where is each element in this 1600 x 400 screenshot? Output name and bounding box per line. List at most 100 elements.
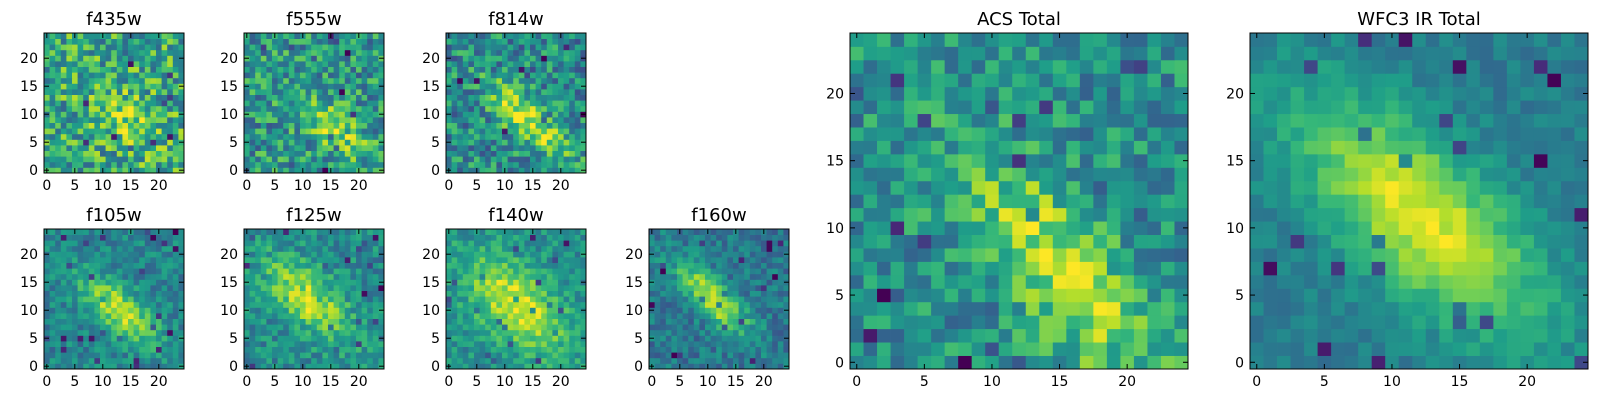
heatmap-cell: [322, 313, 329, 319]
heatmap-cell: [260, 89, 267, 95]
heatmap-cell: [116, 279, 123, 286]
heatmap-cell: [457, 150, 464, 157]
heatmap-cell: [372, 229, 379, 235]
heatmap-cell: [144, 72, 151, 79]
heatmap-cell: [139, 324, 146, 331]
heatmap-cell: [744, 257, 751, 263]
heatmap-cell: [244, 262, 250, 269]
heatmap-cell: [44, 156, 50, 163]
heatmap-cell: [558, 100, 564, 107]
heatmap-cell: [552, 33, 559, 39]
heatmap-cell: [474, 128, 480, 135]
heatmap-cell: [490, 234, 497, 241]
heatmap-cell: [710, 245, 717, 252]
heatmap-cell: [660, 363, 667, 370]
heatmap-cell: [917, 234, 932, 249]
heatmap-cell: [654, 357, 661, 364]
heatmap-cell: [766, 234, 773, 241]
heatmap-cell: [128, 234, 134, 241]
heatmap-cell: [558, 240, 564, 247]
heatmap-cell: [333, 100, 340, 107]
heatmap-cell: [457, 318, 464, 325]
heatmap-cell: [705, 257, 711, 263]
heatmap-cell: [772, 251, 779, 258]
heatmap-cell: [474, 44, 480, 51]
heatmap-cell: [361, 61, 368, 67]
heatmap-cell: [72, 240, 78, 247]
heatmap-cell: [283, 77, 290, 84]
heatmap-cell: [167, 268, 174, 275]
heatmap-cell: [316, 329, 323, 336]
heatmap-cell: [339, 318, 346, 325]
heatmap-cell: [116, 318, 123, 325]
heatmap-cell: [490, 111, 497, 118]
heatmap-cell: [100, 279, 106, 286]
heatmap-cell: [530, 100, 536, 107]
heatmap-cell: [485, 83, 492, 90]
heatmap-cell: [294, 329, 301, 336]
heatmap-cell: [502, 94, 508, 101]
heatmap-cell: [479, 33, 486, 39]
heatmap-cell: [541, 167, 548, 174]
heatmap-cell: [1079, 288, 1094, 303]
heatmap-cell: [546, 33, 553, 39]
heatmap-cell: [479, 66, 486, 73]
heatmap-cell: [524, 257, 531, 263]
heatmap-cell: [1039, 167, 1054, 182]
heatmap-cell: [541, 234, 548, 241]
heatmap-cell: [255, 352, 262, 359]
heatmap-cell: [322, 296, 329, 303]
heatmap-cell: [738, 346, 745, 353]
heatmap-cell: [507, 296, 514, 303]
heatmap-cell: [60, 245, 67, 252]
heatmap-cell: [552, 167, 559, 174]
heatmap-cell: [654, 352, 661, 359]
heatmap-cell: [356, 44, 362, 51]
heatmap-cell: [479, 245, 486, 252]
heatmap-cell: [361, 341, 368, 347]
heatmap-cell: [451, 89, 458, 95]
heatmap-cell: [502, 352, 508, 359]
heatmap-cell: [255, 318, 262, 325]
heatmap-cell: [277, 105, 284, 112]
heatmap-cell: [985, 261, 1000, 276]
heatmap-cell: [665, 279, 672, 286]
heatmap-cell: [266, 313, 273, 319]
heatmap-cell: [541, 161, 548, 168]
heatmap-cell: [524, 346, 531, 353]
heatmap-cell: [172, 161, 179, 168]
heatmap-cell: [468, 128, 475, 135]
heatmap-cell: [139, 257, 146, 263]
heatmap-cell: [552, 341, 559, 347]
heatmap-cell: [139, 83, 146, 90]
heatmap-cell: [356, 257, 362, 263]
heatmap-cell: [468, 245, 475, 252]
heatmap-cell: [333, 352, 340, 359]
heatmap-cell: [535, 38, 542, 45]
heatmap-cell: [558, 335, 564, 342]
heatmap-cell: [66, 117, 73, 123]
heatmap-cell: [446, 273, 452, 280]
heatmap-cell: [755, 245, 762, 252]
heatmap-cell: [727, 279, 734, 286]
heatmap-cell: [546, 301, 553, 308]
heatmap-cell: [305, 89, 312, 95]
heatmap-cell: [513, 156, 520, 163]
heatmap-cell: [474, 61, 480, 67]
heatmap-cell: [105, 318, 112, 325]
heatmap-cell: [72, 329, 78, 336]
heatmap-cell: [77, 161, 84, 168]
heatmap-cell: [316, 100, 323, 107]
heatmap-cell: [244, 128, 250, 135]
heatmap-cell: [502, 234, 508, 241]
heatmap-cell: [496, 77, 503, 84]
heatmap-cell: [244, 301, 250, 308]
heatmap-cell: [574, 245, 581, 252]
heatmap-cell: [863, 288, 878, 303]
heatmap-cell: [294, 66, 301, 73]
heatmap-cell: [266, 72, 273, 79]
heatmap-cell: [479, 161, 486, 168]
heatmap-cell: [574, 139, 581, 146]
heatmap-cell: [863, 234, 878, 249]
heatmap-cell: [272, 240, 278, 247]
